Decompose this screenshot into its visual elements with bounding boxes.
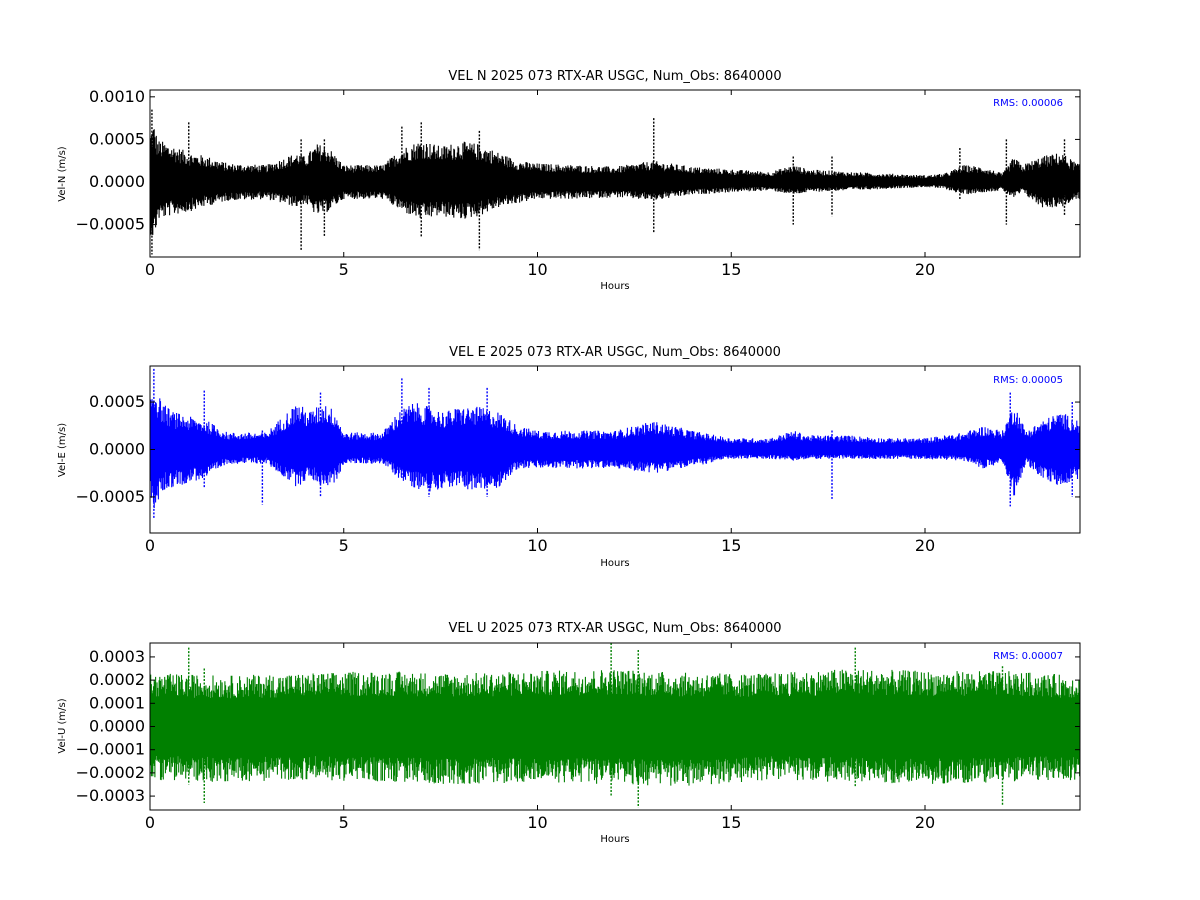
y-tick-label-vel-u: −0.0001 bbox=[76, 740, 145, 759]
y-tick-label-vel-u: 0.0001 bbox=[89, 693, 145, 712]
rms-annotation-vel-e: RMS: 0.00005 bbox=[993, 375, 1063, 386]
panel-vel-n: VEL N 2025 073 RTX-AR USGC, Num_Obs: 864… bbox=[57, 69, 1081, 292]
rms-annotation-vel-n: RMS: 0.00006 bbox=[993, 98, 1063, 109]
x-tick-label-vel-e: 20 bbox=[915, 536, 935, 555]
x-tick-label-vel-u: 0 bbox=[145, 813, 155, 832]
y-tick-label-vel-e: 0.0005 bbox=[89, 392, 145, 411]
data-series-vel-u bbox=[150, 669, 1080, 786]
y-tick-label-vel-u: −0.0002 bbox=[76, 763, 145, 782]
y-axis-label-vel-n: Vel-N (m/s) bbox=[57, 146, 68, 201]
x-tick-label-vel-e: 15 bbox=[721, 536, 741, 555]
x-axis-label-vel-u: Hours bbox=[600, 834, 629, 845]
y-tick-label-vel-u: 0.0003 bbox=[89, 647, 145, 666]
y-tick-label-vel-e: −0.0005 bbox=[76, 487, 145, 506]
panel-title-vel-u: VEL U 2025 073 RTX-AR USGC, Num_Obs: 864… bbox=[448, 621, 781, 636]
x-tick-label-vel-n: 5 bbox=[339, 260, 349, 279]
panel-vel-e: VEL E 2025 073 RTX-AR USGC, Num_Obs: 864… bbox=[57, 345, 1081, 569]
y-tick-label-vel-n: 0.0010 bbox=[89, 87, 145, 106]
x-axis-label-vel-e: Hours bbox=[600, 558, 629, 569]
plot-area-vel-u: 0 5 10 15 20 −0.0003 −0.0002 −0.0001 0.0000 0.000… bbox=[76, 642, 1081, 832]
x-tick-label-vel-n: 0 bbox=[145, 260, 155, 279]
x-axis-label-vel-n: Hours bbox=[600, 281, 629, 292]
x-tick-label-vel-e: 0 bbox=[145, 536, 155, 555]
y-axis-label-vel-e: Vel-E (m/s) bbox=[57, 423, 68, 477]
rms-annotation-vel-u: RMS: 0.00007 bbox=[993, 651, 1063, 662]
panel-vel-u: VEL U 2025 073 RTX-AR USGC, Num_Obs: 864… bbox=[57, 621, 1081, 845]
x-tick-label-vel-e: 10 bbox=[527, 536, 547, 555]
panel-title-vel-e: VEL E 2025 073 RTX-AR USGC, Num_Obs: 864… bbox=[449, 345, 781, 360]
plot-area-vel-e: 0 5 10 15 20 −0.0005 0.0000 0.0005 bbox=[76, 365, 1081, 555]
y-tick-label-vel-u: 0.0000 bbox=[89, 717, 145, 736]
x-tick-label-vel-u: 20 bbox=[915, 813, 935, 832]
x-tick-label-vel-n: 10 bbox=[527, 260, 547, 279]
plot-area-vel-n: 0 5 10 15 20 −0.0005 0.0000 0.0005 0.0010 bbox=[76, 87, 1081, 279]
x-tick-label-vel-u: 10 bbox=[527, 813, 547, 832]
y-tick-label-vel-e: 0.0000 bbox=[89, 440, 145, 459]
y-tick-label-vel-n: 0.0000 bbox=[89, 172, 145, 191]
data-series-vel-e bbox=[150, 398, 1080, 508]
x-tick-label-vel-u: 5 bbox=[339, 813, 349, 832]
y-tick-label-vel-n: 0.0005 bbox=[89, 129, 145, 148]
y-tick-label-vel-n: −0.0005 bbox=[76, 215, 145, 234]
x-tick-label-vel-e: 5 bbox=[339, 536, 349, 555]
y-axis-label-vel-u: Vel-U (m/s) bbox=[57, 698, 68, 753]
axes-frame-vel-n bbox=[149, 89, 1081, 258]
y-tick-label-vel-u: 0.0002 bbox=[89, 670, 145, 689]
x-tick-label-vel-n: 20 bbox=[915, 260, 935, 279]
x-tick-label-vel-n: 15 bbox=[721, 260, 741, 279]
x-tick-label-vel-u: 15 bbox=[721, 813, 741, 832]
y-tick-label-vel-u: −0.0003 bbox=[76, 786, 145, 805]
data-series-vel-n bbox=[150, 129, 1080, 235]
panel-title-vel-n: VEL N 2025 073 RTX-AR USGC, Num_Obs: 864… bbox=[448, 69, 781, 84]
